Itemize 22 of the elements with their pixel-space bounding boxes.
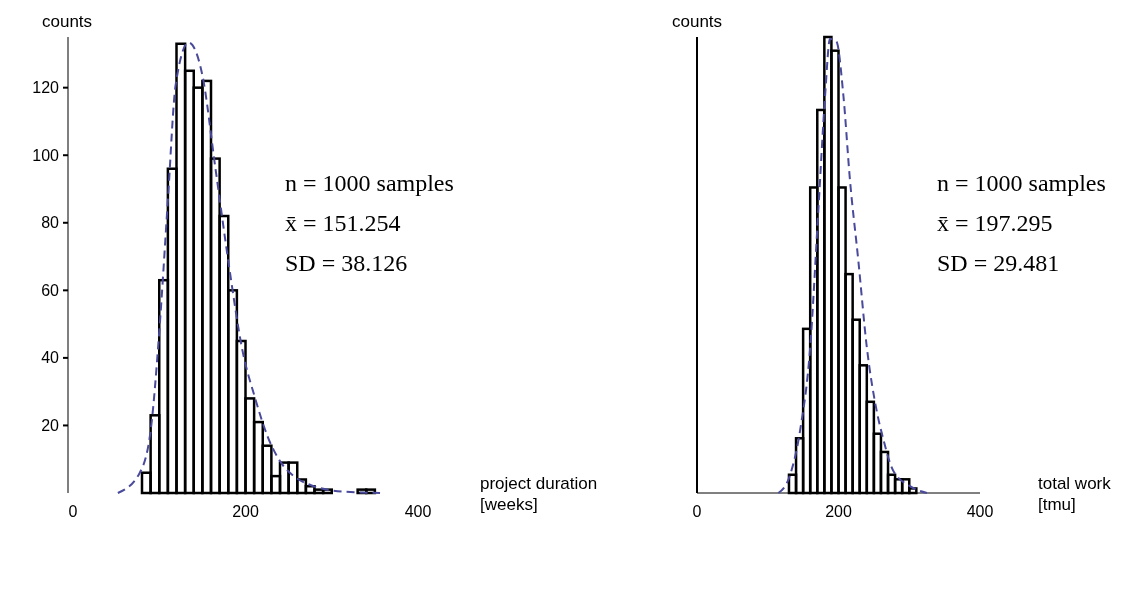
annotation: SD = 29.481 xyxy=(937,250,1060,276)
x-tick-label: 0 xyxy=(68,503,78,520)
x-tick-label: 0 xyxy=(692,503,702,520)
annotation: x̄ = 151.254 xyxy=(285,210,401,236)
y-axis-title: counts xyxy=(42,12,93,31)
y-tick-label: 60 xyxy=(41,281,60,299)
x-axis-title: project duration [weeks] xyxy=(480,474,598,514)
y-axis-title: counts xyxy=(672,12,723,31)
x-tick-label: 200 xyxy=(825,503,852,520)
annotation: x̄ = 197.295 xyxy=(937,210,1053,236)
annotation: n = 1000 samples xyxy=(285,170,454,196)
x-tick-label: 400 xyxy=(966,503,994,520)
y-tick-label: 120 xyxy=(32,79,60,97)
y-tick-label: 80 xyxy=(41,214,60,232)
y-tick-label: 20 xyxy=(41,417,60,435)
x-axis-title: total work [tmu] xyxy=(1038,474,1112,514)
annotation: n = 1000 samples xyxy=(937,170,1106,196)
x-tick-label: 200 xyxy=(232,503,259,520)
y-tick-label: 40 xyxy=(41,349,60,367)
x-tick-label: 400 xyxy=(404,503,432,520)
y-tick-label: 100 xyxy=(32,146,60,164)
annotation: SD = 38.126 xyxy=(285,250,408,276)
